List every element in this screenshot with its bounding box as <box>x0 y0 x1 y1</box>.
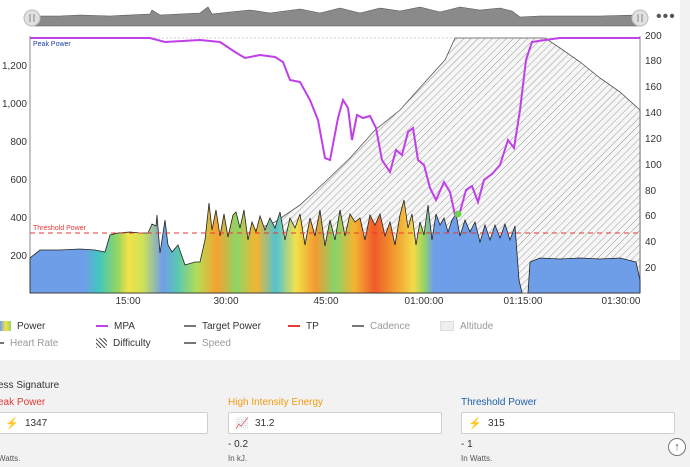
metric-label: High Intensity Energy <box>228 397 324 408</box>
left-tick: 1,200 <box>2 61 27 72</box>
metric-high-intensity-energy: High Intensity Energy 📈 31.2 - 0.2 In kJ… <box>228 397 442 463</box>
legend-cadence[interactable]: Cadence <box>352 319 410 333</box>
heart-rate-legend-icon <box>0 342 4 344</box>
metric-label: Threshold Power <box>461 397 537 408</box>
mpa-line <box>30 37 640 217</box>
right-tick: 100 <box>645 160 662 171</box>
arrow-up-icon[interactable]: ↑ <box>668 438 686 456</box>
right-tick: 20 <box>645 263 657 274</box>
right-tick: 160 <box>645 82 662 93</box>
mpa-legend-icon <box>96 325 108 327</box>
peak-power-label: Peak Power <box>33 41 71 48</box>
threshold-power-field[interactable]: ⚡ 315 <box>461 412 675 434</box>
metric-delta <box>0 439 208 450</box>
more-icon[interactable]: ••• <box>656 8 676 25</box>
left-tick: 200 <box>10 251 27 262</box>
tp-legend-icon <box>288 325 300 327</box>
metric-peak-power: eak Power ⚡ 1347 Watts. <box>0 397 208 463</box>
x-tick: 01:15:00 <box>504 296 543 307</box>
legend-mpa[interactable]: MPA <box>96 319 135 333</box>
legend-heart-rate[interactable]: Heart Rate <box>0 336 58 350</box>
x-tick: 15:00 <box>115 296 140 307</box>
x-tick: 01:00:00 <box>405 296 444 307</box>
threshold-label: Threshold Power <box>33 225 87 232</box>
legend-difficulty[interactable]: Difficulty <box>96 336 151 350</box>
power-area <box>29 199 523 294</box>
legend-power[interactable]: Power <box>0 319 45 333</box>
right-tick: 60 <box>645 211 657 222</box>
overview-profile <box>31 6 641 27</box>
overview-range-selector[interactable] <box>0 0 680 36</box>
trend-icon: 📈 <box>235 417 249 430</box>
metric-unit: Watts. <box>0 454 21 463</box>
chart-legend: Power MPA Target Power TP Cadence Altitu… <box>0 316 680 360</box>
metric-threshold-power: Threshold Power ⚡ 315 - 1 In Watts. <box>461 397 675 463</box>
legend-target-power[interactable]: Target Power <box>184 319 261 333</box>
left-tick: 1,000 <box>2 99 27 110</box>
power-legend-icon <box>0 321 11 331</box>
right-tick: 180 <box>645 56 662 67</box>
hie-value: 31.2 <box>255 417 275 429</box>
x-tick: 30:00 <box>213 296 238 307</box>
analysis-card: ••• <box>0 0 680 360</box>
legend-tp[interactable]: TP <box>288 319 319 333</box>
bolt-icon: ⚡ <box>468 417 482 430</box>
right-tick: 200 <box>645 31 662 42</box>
cadence-legend-icon <box>352 325 364 327</box>
left-tick: 600 <box>10 175 27 186</box>
metric-unit: In Watts. <box>461 454 493 463</box>
peak-power-value: 1347 <box>25 417 48 429</box>
x-tick: 45:00 <box>313 296 338 307</box>
section-title: ess Signature <box>0 380 60 391</box>
hie-field[interactable]: 📈 31.2 <box>228 412 442 434</box>
mpa-marker <box>454 210 462 218</box>
left-tick: 800 <box>10 137 27 148</box>
difficulty-legend-icon <box>96 338 107 348</box>
metric-label: eak Power <box>0 397 46 408</box>
metric-delta: - 0.2 <box>228 439 249 450</box>
power-area-end <box>527 257 641 294</box>
legend-altitude[interactable]: Altitude <box>440 319 493 333</box>
metric-delta: - 1 <box>461 439 473 450</box>
metric-unit: In kJ. <box>228 454 248 463</box>
speed-legend-icon <box>184 342 196 344</box>
bolt-icon: ⚡ <box>5 417 19 430</box>
peak-power-field[interactable]: ⚡ 1347 <box>0 412 208 434</box>
x-tick: 01:30:00 <box>602 296 641 307</box>
left-tick: 400 <box>10 213 27 224</box>
right-tick: 120 <box>645 134 662 145</box>
workout-chart: Threshold Power Peak Power 200 400 600 8… <box>2 31 662 307</box>
right-tick: 140 <box>645 108 662 119</box>
right-tick: 80 <box>645 186 657 197</box>
right-tick: 40 <box>645 237 657 248</box>
altitude-legend-icon <box>440 321 454 331</box>
target-power-legend-icon <box>184 325 196 327</box>
threshold-power-value: 315 <box>488 417 505 429</box>
legend-speed[interactable]: Speed <box>184 336 231 350</box>
